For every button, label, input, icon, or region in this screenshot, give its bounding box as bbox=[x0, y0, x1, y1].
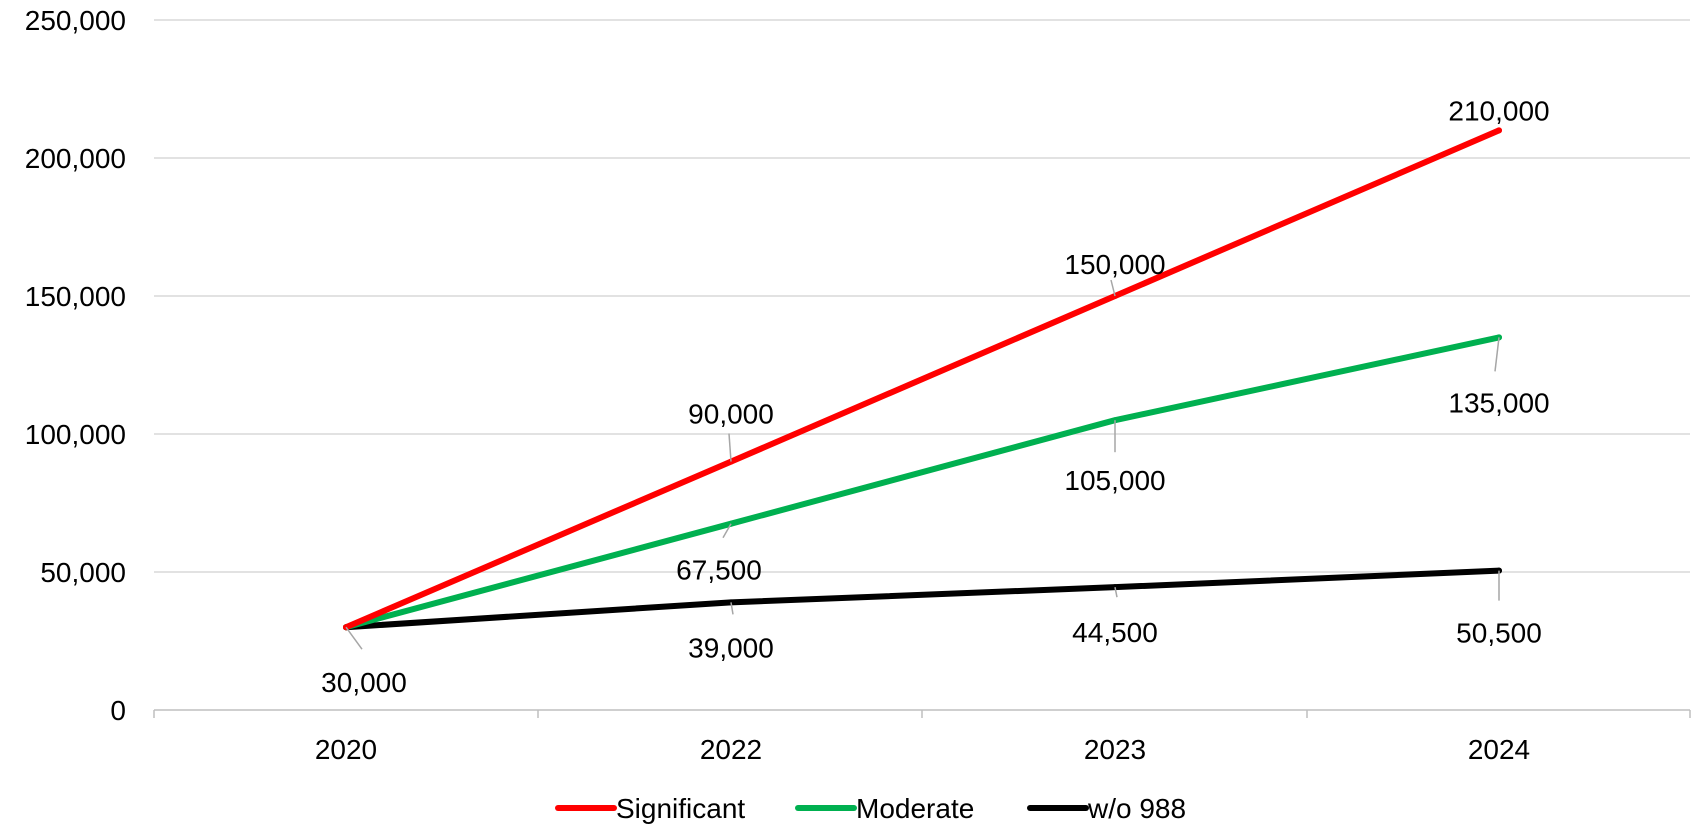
data-point bbox=[1496, 127, 1502, 134]
x-tick-label: 2023 bbox=[1084, 734, 1146, 765]
x-tick-label: 2024 bbox=[1468, 734, 1530, 765]
data-label: 150,000 bbox=[1064, 249, 1165, 280]
leader-line bbox=[728, 433, 732, 462]
data-label: 90,000 bbox=[688, 399, 774, 430]
leader-line bbox=[1110, 279, 1116, 297]
legend-label: w/o 988 bbox=[1087, 793, 1186, 824]
leader-line bbox=[722, 523, 732, 539]
y-tick-label: 150,000 bbox=[25, 281, 126, 312]
leader-line bbox=[730, 602, 734, 615]
leader-line bbox=[345, 626, 363, 650]
y-tick-label: 50,000 bbox=[40, 557, 126, 588]
data-label: 67,500 bbox=[676, 555, 762, 586]
data-label: 39,000 bbox=[688, 632, 774, 663]
x-tick-label: 2020 bbox=[315, 734, 377, 765]
y-tick-label: 100,000 bbox=[25, 419, 126, 450]
leader-line bbox=[1114, 587, 1118, 598]
legend-label: Moderate bbox=[856, 793, 974, 824]
y-tick-label: 250,000 bbox=[25, 5, 126, 36]
series-line-w-o-988 bbox=[343, 567, 1502, 631]
leader-line bbox=[1494, 337, 1500, 372]
data-label: 105,000 bbox=[1064, 465, 1165, 496]
data-label: 30,000 bbox=[321, 667, 407, 698]
data-label: 210,000 bbox=[1448, 95, 1549, 126]
legend-label: Significant bbox=[616, 793, 745, 824]
series-line-significant bbox=[343, 127, 1502, 631]
series-line-moderate bbox=[343, 334, 1502, 631]
data-label: 44,500 bbox=[1072, 617, 1158, 648]
y-tick-label: 200,000 bbox=[25, 143, 126, 174]
data-label: 50,500 bbox=[1456, 618, 1542, 649]
y-tick-label: 0 bbox=[110, 695, 126, 726]
data-label: 135,000 bbox=[1448, 387, 1549, 418]
x-tick-label: 2022 bbox=[700, 734, 762, 765]
